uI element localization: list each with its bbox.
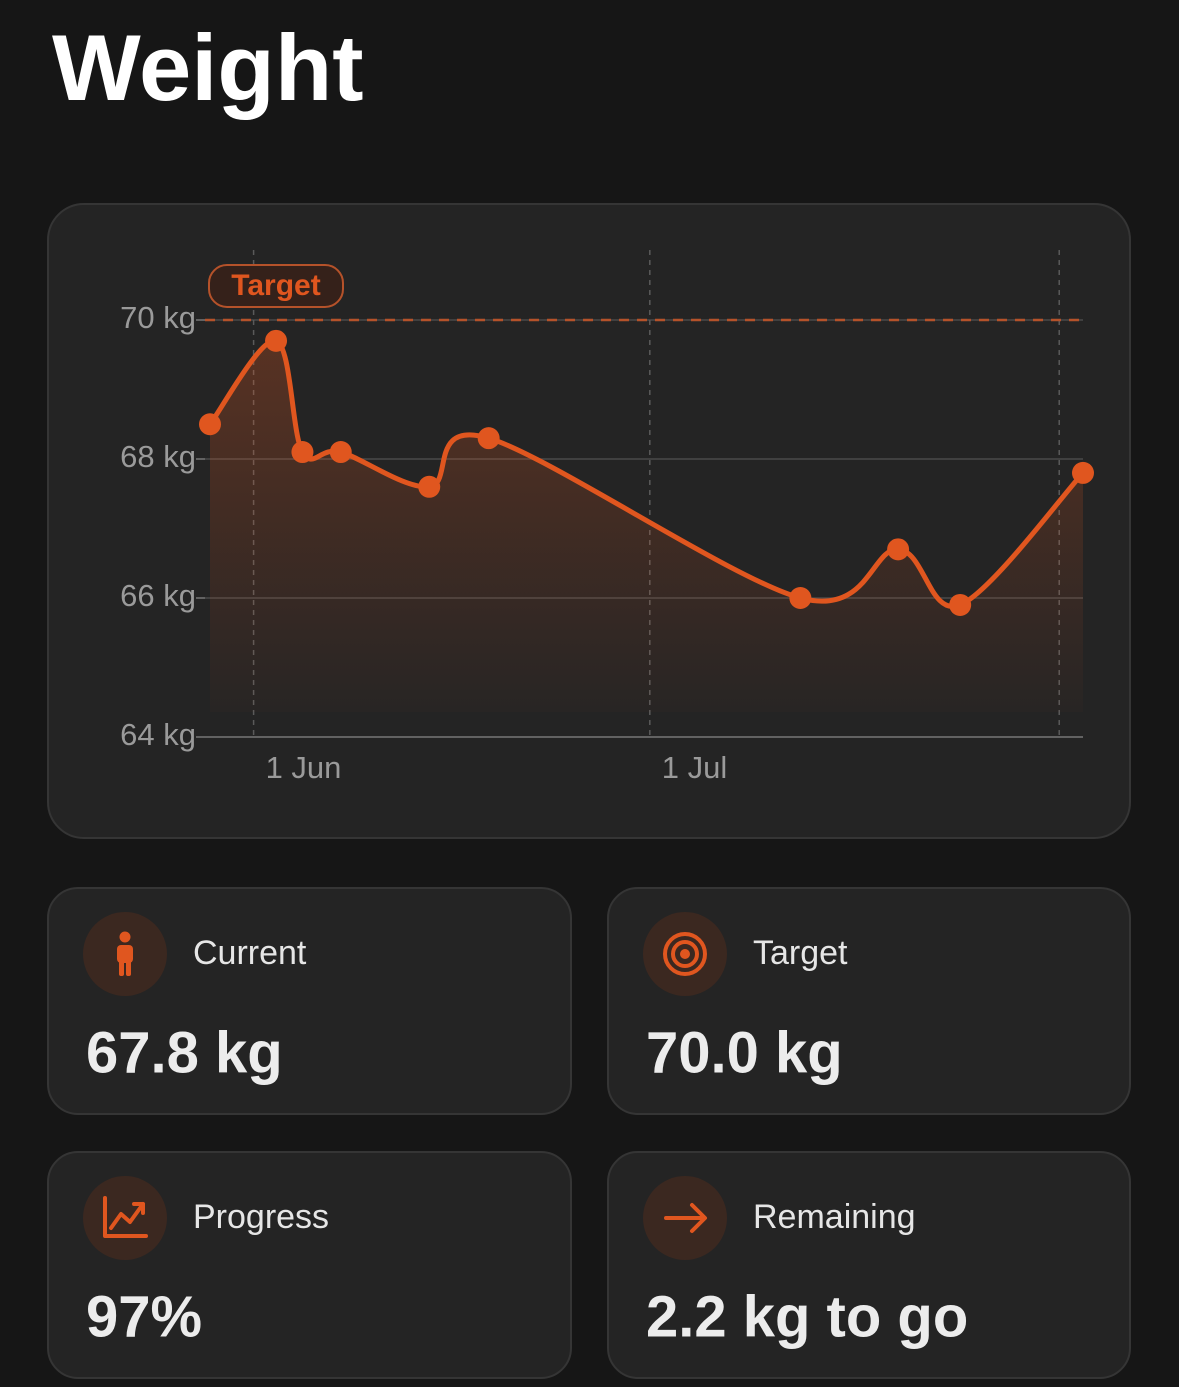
point — [477, 427, 500, 450]
point — [418, 475, 441, 498]
target-badge — [208, 264, 344, 308]
point — [329, 441, 352, 464]
y-tick-label: 66 kg — [120, 578, 196, 613]
card-value: 97% — [86, 1284, 202, 1349]
person-icon — [117, 931, 133, 976]
x-tick-label: 1 Jun — [266, 750, 342, 785]
stat-card — [47, 1151, 572, 1379]
point — [199, 413, 221, 436]
stat-card — [607, 887, 1131, 1115]
y-tick-label: 68 kg — [120, 439, 196, 474]
stat-card — [47, 887, 572, 1115]
point — [265, 329, 288, 352]
point — [789, 587, 812, 609]
point — [887, 538, 910, 561]
page-title: Weight — [52, 15, 364, 120]
arrow-icon — [664, 1203, 707, 1233]
y-tick-label: 70 kg — [120, 300, 196, 335]
card-value: 70.0 kg — [646, 1020, 843, 1085]
x-tick-label: 1 Jul — [662, 750, 727, 785]
target-icon-dot — [680, 949, 690, 959]
target-badge-label: Target — [231, 269, 320, 302]
point — [1072, 461, 1094, 484]
point — [291, 441, 314, 464]
target-icon — [663, 932, 707, 976]
card-value: 67.8 kg — [86, 1020, 283, 1085]
plot: 64 kg 66 kg 68 kg 70 kg 1 Jun 1 Jul Target — [120, 250, 1094, 785]
point — [949, 593, 972, 616]
card-label: Target — [753, 934, 848, 972]
card-label: Progress — [193, 1198, 329, 1236]
chart-icon — [103, 1196, 148, 1238]
card-value: 2.2 kg to go — [646, 1284, 968, 1349]
card-label: Current — [193, 934, 307, 972]
y-tick-label: 64 kg — [120, 717, 196, 752]
card-label: Remaining — [753, 1198, 916, 1236]
area — [210, 340, 1083, 712]
stat-card — [607, 1151, 1131, 1379]
